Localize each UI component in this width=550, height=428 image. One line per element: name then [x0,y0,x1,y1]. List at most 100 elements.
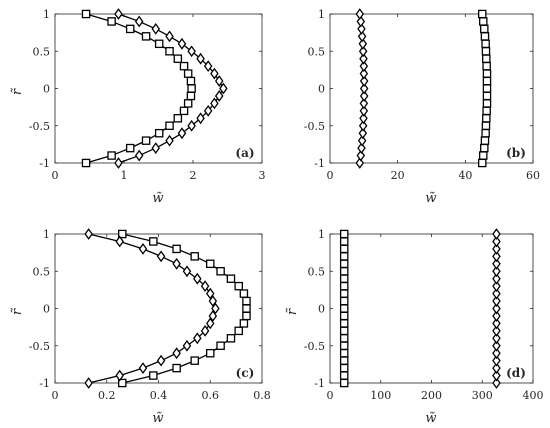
panel-b-square-marker [482,99,492,108]
panel-a-ylabel: r̃ [10,88,25,96]
panel-a-diamond-marker [177,127,187,140]
panel-a-square-marker [183,69,193,78]
panel-c-square-marker [205,259,215,269]
panel-b-xtick-label: 60 [526,169,540,182]
panel-c-diamond-marker [115,369,124,382]
panel-b-diamond-marker [359,112,368,125]
panel-c-diamond-marker [205,287,215,300]
panel-a-diamond-marker [203,104,213,117]
panel-c-square-marker [172,244,181,254]
panel-a-square-marker [154,128,164,138]
panel-b-square-marker [479,17,488,26]
panel-d-ytick-label: 0.5 [308,265,326,278]
panel-a-square-marker [173,54,183,63]
panel-c-diamond-marker [84,228,93,240]
panel-b-ytick-label: 1 [318,8,325,21]
panel-d-xtick-label: 300 [472,389,493,402]
panel-a-square-marker [125,143,135,153]
panel-c-square-marker [226,334,236,343]
panel-a-ytick-label: 0 [43,83,50,96]
panel-c-label: (c) [236,366,255,380]
panel-b-diamond-marker [355,157,365,169]
panel-c-diamond-marker [156,354,166,367]
panel-d-diamond-marker [492,339,501,352]
panel-c-diamond-marker [138,362,148,375]
panel-c-ytick-label: -0.5 [29,340,50,353]
panel-d-square-marker [339,319,349,328]
panel-c-xtick-label: 0.6 [202,389,220,402]
panel-c-diamond-marker [208,310,218,322]
panel-a-square-marker [186,76,196,86]
panel-c-diamond-marker [205,317,215,330]
panel-b-square-marker [481,128,490,138]
panel-b-diamond-marker [356,15,366,28]
panel-b-diamond-marker [358,119,368,132]
panel-a-diamond-marker [114,157,123,169]
panel-c-diamond-marker [138,242,148,255]
panel-b-xtick-label: 0 [327,169,334,182]
panel-c-ytick-label: 0 [43,303,50,316]
panel-a-diamond-marker [187,119,196,132]
panel-d-ytick-label: -1 [314,377,325,390]
panel-c-square-marker [118,229,127,239]
panel-b-square-marker [481,47,491,56]
panel-c-square-marker [239,319,249,328]
panel-a-diamond-marker [151,142,160,155]
panel-b-xlabel: w̃ [425,191,436,206]
panel-c-diamond-marker [182,265,192,278]
panel-a-diamond-marker [114,8,123,20]
panel-d-diamond-marker [492,257,501,270]
panel-b-square-marker [481,39,490,49]
panel-d-ytick-label: 1 [318,228,325,241]
panel-d-square-marker [339,311,349,321]
panel-a-xtick-label: 0 [52,169,59,182]
panel-b-xtick-label: 20 [391,169,405,182]
panel-c-diamond-marker [193,272,202,285]
panel-a-diamond-marker [134,15,144,28]
panel-d-diamond-marker [492,250,501,263]
panel-a-diamond-marker [165,30,174,43]
panel-a: 0 1 2 3 1 0.5 0 -0.5 -1 r̃ w̃ (a) [10,8,266,206]
panel-a-xtick-label: 1 [121,169,128,182]
panel-c-ytick-label: 0.5 [33,265,51,278]
panel-b: 0 20 40 60 1 0.5 0 -0.5 -1 w̃ (b) [304,8,540,206]
panel-c-diamond-marker [200,280,210,293]
panel-c-square-marker [239,289,249,298]
panel-d-square-marker [339,229,349,239]
panel-a-square-marker [173,114,183,123]
panel-b-diamond-marker [357,134,367,147]
panel-d-diamond-marker [492,362,501,375]
panel-a-square-marker [125,24,135,34]
panel-b-diamond-marker [359,90,369,102]
panel-b-square-marker [482,69,492,78]
panel-d-xtick-label: 400 [523,389,544,402]
panel-b-diamond-marker [359,75,369,87]
panel-d-square-marker [339,274,349,283]
panel-d-diamond-marker [492,265,501,278]
panel-d-diamond-marker [492,280,501,293]
panel-c-xtick-label: 0.2 [98,389,116,402]
panel-d: 0 100 200 300 400 1 0.5 0 -0.5 -1 r̃ w̃ (d) [285,228,544,426]
panel-b-xtick-label: 40 [458,169,472,182]
panel-a-square-marker [179,106,189,116]
panel-d-xtick-label: 100 [370,389,391,402]
panel-c-square-marker [216,266,225,276]
panel-b-ytick-label: -0.5 [304,120,325,133]
panel-a-diamond-marker [214,75,224,87]
panel-a-square-marker [179,61,189,71]
panel-c-square-marker [205,348,215,358]
panel-b-square-marker [482,91,492,101]
panel-a-square-marker [141,32,151,41]
panel-b-diamond-marker [359,82,369,95]
panel-d-square-marker [339,326,349,336]
panel-b-ytick-label: -1 [314,157,325,170]
panel-a-diamond-marker [210,97,219,110]
panel-c-square-marker [190,356,199,365]
panel-a-xlabel: w̃ [152,191,163,206]
panel-d-square-marker [339,244,349,254]
panel-c-square-marker [242,304,251,313]
panel-c-square-marker [226,274,236,283]
panel-d-diamond-marker [492,324,501,337]
panel-c-square-marker [149,237,158,246]
panel-c-diamond-marker [200,324,210,337]
